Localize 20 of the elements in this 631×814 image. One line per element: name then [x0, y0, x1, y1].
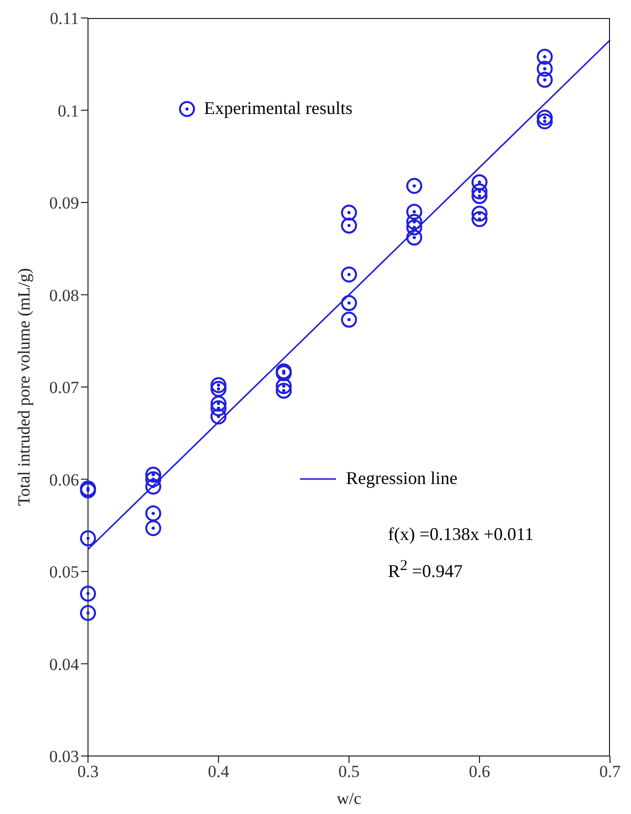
x-tick-label: 0.5: [338, 762, 360, 782]
y-tick-label: 0.04: [49, 654, 80, 674]
legend-label: Experimental results: [204, 98, 352, 119]
legend-label: Regression line: [346, 468, 458, 489]
y-axis-title: Total intruded pore volume (mL/g): [14, 268, 34, 506]
y-tick-label: 0.05: [49, 562, 79, 582]
y-tick-label: 0.09: [49, 194, 79, 213]
x-tick-label: 0.3: [77, 762, 99, 782]
y-tick-label: 0.03: [49, 747, 79, 766]
y-tick-label: 0.08: [49, 286, 79, 305]
annotation: f(x) =0.138x +0.011: [388, 523, 534, 546]
x-tick-label: 0.7: [599, 762, 622, 782]
y-tick-label: 0.06: [49, 470, 79, 490]
y-tick-label: 0.07: [49, 378, 80, 398]
annotation: R$^{2}$ =0.947: [388, 557, 464, 583]
x-axis-title: w/c: [336, 789, 362, 808]
x-tick-label: 0.6: [468, 762, 490, 782]
y-tick-label: 0.1: [58, 101, 79, 120]
y-tick-label: 0.11: [50, 9, 79, 28]
x-tick-label: 0.4: [208, 762, 230, 782]
